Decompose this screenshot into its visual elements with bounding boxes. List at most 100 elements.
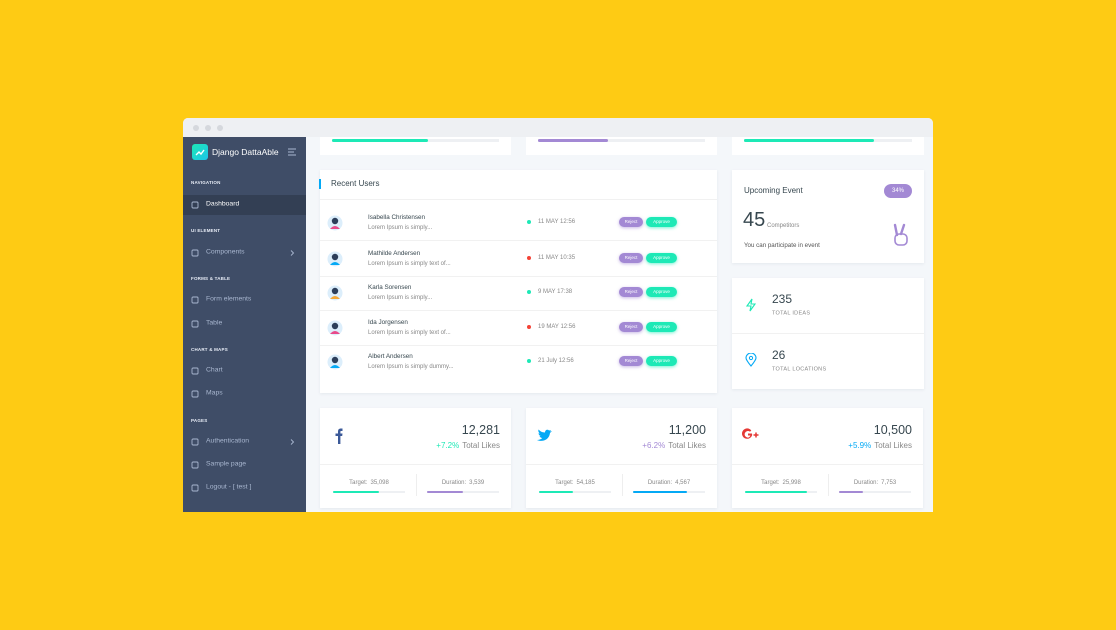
avatar (327, 251, 343, 267)
approve-button[interactable] (646, 356, 677, 366)
event-title: Upcoming Event (744, 186, 803, 195)
user-date: 11 MAY 10:35 (538, 255, 576, 261)
user-date: 11 MAY 12:56 (538, 219, 576, 225)
progress-bar (745, 491, 807, 493)
nav-section-title: FORMS & TABLE (191, 275, 231, 281)
card-title-accent (319, 179, 321, 189)
approve-label: Approve (653, 254, 670, 260)
change-label: Total Likes (668, 441, 706, 450)
reject-label: Reject (624, 323, 638, 329)
progress-track (539, 491, 611, 493)
status-dot (527, 256, 531, 260)
divider (320, 345, 717, 346)
reject-button[interactable] (619, 287, 643, 297)
progress-bar (332, 139, 428, 142)
event-count-label: Competitors (767, 223, 800, 229)
divider (320, 199, 717, 200)
nav-icon (191, 390, 199, 398)
event-text: You can participate in event (744, 241, 820, 249)
duration-value: 3,539 (469, 480, 485, 486)
brand-logo (192, 144, 208, 160)
menu-toggle (288, 148, 296, 156)
sidebar (183, 137, 306, 512)
nav-item[interactable]: Table (206, 319, 223, 327)
nav-item[interactable]: Authentication (206, 437, 250, 445)
nav-icon (191, 367, 199, 375)
badge-label: 34% (891, 188, 905, 194)
change-label: Total Likes (874, 441, 912, 450)
divider-vertical (622, 474, 623, 496)
nav-section-title: UI ELEMENT (191, 227, 221, 233)
nav-item[interactable]: Logout - [ test ] (206, 483, 252, 491)
approve-label: Approve (653, 288, 670, 294)
progress-bar (333, 491, 379, 493)
location-icon (745, 353, 757, 367)
social-icon (537, 429, 552, 441)
approve-button[interactable] (646, 253, 677, 263)
progress-track (839, 491, 911, 493)
target: Target: 35,098 (349, 480, 389, 486)
status-dot (527, 220, 531, 224)
nav-item[interactable]: Form elements (206, 295, 252, 303)
nav-item[interactable]: Components (206, 248, 245, 256)
nav-item[interactable]: Sample page (206, 460, 247, 468)
nav-chevron (290, 250, 295, 256)
status-dot (527, 290, 531, 294)
progress-track (427, 491, 499, 493)
target-label: Target: (555, 480, 574, 486)
user-name: Isabella Christensen (368, 213, 426, 221)
active-item-bg (183, 195, 306, 215)
duration: Duration: 7,753 (854, 480, 896, 486)
badge (884, 184, 912, 198)
duration: Duration: 4,567 (648, 480, 690, 486)
reject-button[interactable] (619, 253, 643, 263)
window-dot (217, 125, 223, 131)
reject-button[interactable] (619, 217, 643, 227)
divider (320, 240, 717, 241)
user-text: Lorem Ipsum is simply... (368, 225, 433, 231)
progress-bar (427, 491, 463, 493)
approve-button[interactable] (646, 217, 677, 227)
divider (320, 464, 511, 465)
reject-button[interactable] (619, 322, 643, 332)
nav-section-title: PAGES (191, 417, 208, 423)
nav-section-title: NAVIGATION (191, 179, 221, 185)
peace-icon (893, 223, 908, 246)
change-value: +6.2% (642, 441, 666, 450)
reject-button[interactable] (619, 356, 643, 366)
target: Target: 54,185 (555, 480, 595, 486)
stat-label: TOTAL IDEAS (772, 310, 811, 317)
divider (732, 333, 924, 334)
nav-chevron (290, 439, 295, 445)
brand-logo-icon (195, 149, 205, 156)
user-name: Karla Sorensen (368, 283, 412, 291)
nav-icon (191, 438, 199, 446)
target-label: Target: (761, 480, 780, 486)
nav-item[interactable]: Chart (206, 366, 223, 374)
approve-label: Approve (653, 323, 670, 329)
social-change: +7.2% Total Likes (436, 442, 500, 450)
target: Target: 25,998 (761, 480, 801, 486)
approve-button[interactable] (646, 322, 677, 332)
social-change: +6.2% Total Likes (642, 442, 706, 450)
nav-item[interactable]: Maps (206, 389, 223, 397)
card (320, 170, 717, 393)
target-value: 35,098 (370, 480, 389, 486)
reject-label: Reject (624, 254, 638, 260)
progress-bar (744, 139, 874, 142)
progress-bar (539, 491, 573, 493)
user-text: Lorem Ipsum is simply dummy... (368, 364, 454, 370)
social-icon (335, 428, 343, 444)
nav-item[interactable]: Dashboard (206, 200, 240, 208)
social-value: 11,200 (668, 422, 706, 437)
user-name: Ida Jorgensen (368, 318, 408, 326)
status-dot (527, 325, 531, 329)
social-value: 12,281 (461, 422, 500, 437)
nav-icon (191, 201, 199, 209)
event-count: 45 (743, 209, 766, 231)
duration-label: Duration: (853, 480, 879, 486)
approve-button[interactable] (646, 287, 677, 297)
user-date: 9 MAY 17:38 (538, 289, 573, 295)
user-name: Albert Andersen (368, 352, 413, 360)
